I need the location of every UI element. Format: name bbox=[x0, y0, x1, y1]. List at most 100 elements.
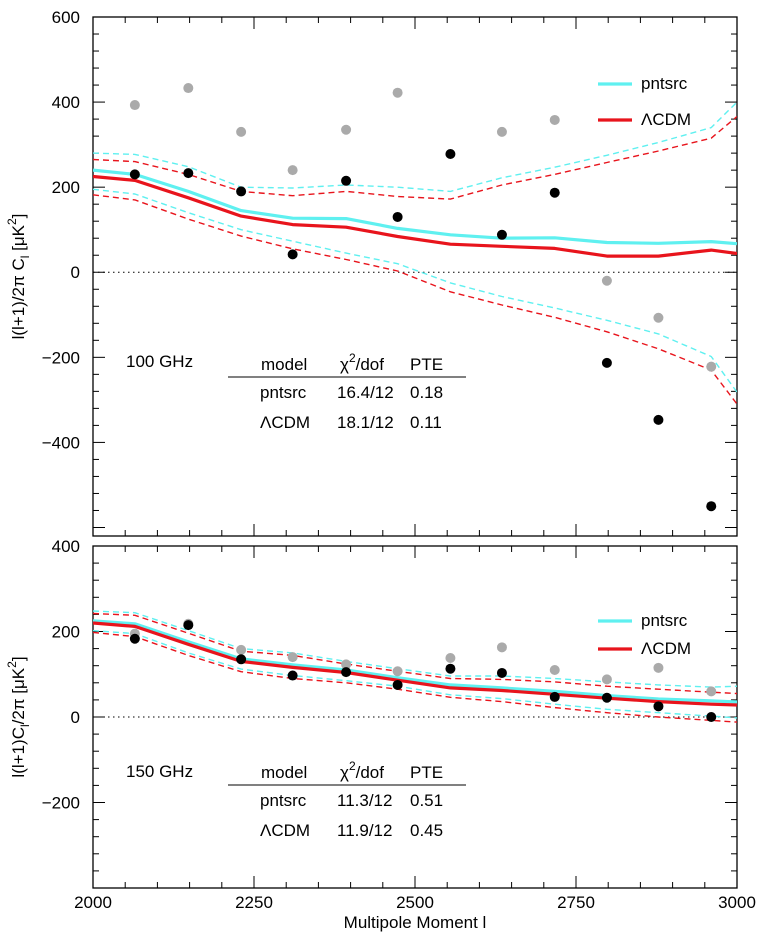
data-point-gray bbox=[287, 652, 298, 663]
y-axis-label-main: l(l+1)C bbox=[9, 727, 28, 778]
table-header-chi: χ2/dof bbox=[340, 759, 384, 782]
plot-frame bbox=[92, 16, 738, 537]
data-point-gray bbox=[496, 642, 507, 653]
data-point-black bbox=[496, 229, 507, 240]
series-line-CDM bbox=[93, 174, 737, 258]
data-point-gray bbox=[549, 664, 560, 675]
data-point-gray bbox=[341, 124, 352, 135]
y-tick-label: 200 bbox=[52, 623, 80, 642]
legend-label: ΛCDM bbox=[641, 110, 691, 129]
table-header-dof: /dof bbox=[356, 763, 385, 782]
table-row-chi2: 16.4/12 bbox=[337, 383, 394, 402]
data-point-black bbox=[445, 148, 456, 159]
data-point-black bbox=[236, 654, 247, 665]
data-point-gray bbox=[601, 275, 612, 286]
data-point-gray bbox=[653, 662, 664, 673]
y-axis-label-close: ] bbox=[9, 214, 28, 219]
table-header-model: model bbox=[261, 355, 307, 374]
data-point-gray bbox=[653, 312, 664, 323]
table-header-chi-sup: 2 bbox=[349, 759, 356, 773]
series-line-CDM bbox=[93, 621, 737, 707]
table-row-pte: 0.11 bbox=[410, 413, 442, 432]
table-header-chi-sup: 2 bbox=[349, 351, 356, 365]
data-point-black bbox=[653, 701, 664, 712]
data-point-black bbox=[392, 211, 403, 222]
data-point-gray bbox=[236, 126, 247, 137]
y-tick-label: 0 bbox=[71, 708, 80, 727]
series-line-CDMupper-dashed bbox=[93, 612, 737, 695]
y-axis-label: l(l+1)/2π Cl [μK2] bbox=[5, 214, 32, 340]
data-point-black bbox=[183, 620, 194, 631]
y-axis-label-sub: l bbox=[18, 256, 32, 259]
table-row-model: pntsrc bbox=[260, 791, 307, 810]
y-axis-label: l(l+1)Cl/2π [μK2] bbox=[5, 656, 32, 777]
series-line-pntsrclower-dashed bbox=[93, 188, 737, 393]
panel-top: −400 −200 0 200 400 600 pntsrc ΛCDM 100 GHz model… bbox=[5, 8, 738, 537]
legend-label: pntsrc bbox=[641, 74, 688, 93]
legend-label: ΛCDM bbox=[641, 639, 691, 658]
data-point-black bbox=[601, 692, 612, 703]
y-axis-label-sub: l bbox=[18, 724, 32, 727]
y-axis-label-close: ] bbox=[9, 656, 28, 661]
y-axis-label-unit: /2π [μK bbox=[9, 667, 28, 724]
table-header-pte: PTE bbox=[410, 355, 443, 374]
data-point-black bbox=[183, 168, 194, 179]
series-line-pntsrc bbox=[93, 619, 737, 704]
y-tick-label: −200 bbox=[42, 348, 80, 367]
data-point-gray bbox=[392, 87, 403, 98]
table-row-pte: 0.45 bbox=[410, 821, 443, 840]
y-axis-label-unit: [μK bbox=[9, 224, 28, 255]
table-header-chi: χ2/dof bbox=[340, 351, 384, 374]
series-line-CDMlower-dashed bbox=[93, 631, 737, 723]
x-tick-label: 2000 bbox=[74, 893, 112, 912]
data-point-gray bbox=[706, 686, 717, 697]
data-point-black bbox=[236, 186, 247, 197]
data-point-gray bbox=[236, 644, 247, 655]
y-tick-label: 600 bbox=[52, 8, 80, 27]
y-axis-label-main: l(l+1)/2π C bbox=[9, 258, 28, 339]
table-header-pte: PTE bbox=[410, 763, 443, 782]
data-point-gray bbox=[287, 165, 298, 176]
data-point-black bbox=[549, 691, 560, 702]
series-line-pntsrclower-dashed bbox=[93, 629, 737, 719]
table-row-chi2: 11.9/12 bbox=[337, 821, 392, 840]
data-point-black bbox=[129, 169, 140, 180]
y-tick-label: 0 bbox=[71, 263, 80, 282]
series-line-pntsrcupper-dashed bbox=[93, 610, 737, 688]
data-point-gray bbox=[392, 666, 403, 677]
table-header-model: model bbox=[261, 763, 307, 782]
table-row-chi2: 18.1/12 bbox=[337, 413, 394, 432]
table-row-pte: 0.51 bbox=[410, 791, 443, 810]
data-point-gray bbox=[549, 114, 560, 125]
data-point-gray bbox=[496, 126, 507, 137]
data-point-black bbox=[287, 670, 298, 681]
series-line-CDMlower-dashed bbox=[93, 194, 737, 405]
y-tick-label: 400 bbox=[52, 93, 80, 112]
table-header-dof: /dof bbox=[356, 355, 385, 374]
data-point-black bbox=[706, 501, 717, 512]
x-tick-label: 2750 bbox=[557, 893, 595, 912]
data-point-black bbox=[341, 667, 352, 678]
data-point-gray bbox=[601, 674, 612, 685]
data-point-black bbox=[496, 667, 507, 678]
x-tick-label: 3000 bbox=[718, 893, 756, 912]
table-row-model: pntsrc bbox=[260, 383, 307, 402]
data-point-black bbox=[706, 712, 717, 722]
data-point-gray bbox=[706, 361, 717, 372]
y-tick-label: 400 bbox=[52, 537, 80, 556]
data-point-black bbox=[287, 249, 298, 260]
table-row-chi2: 11.3/12 bbox=[337, 791, 392, 810]
y-axis-label-sup: 2 bbox=[5, 218, 19, 225]
series-line-pntsrc bbox=[93, 168, 737, 246]
y-tick-label: −200 bbox=[42, 794, 80, 813]
data-point-gray bbox=[183, 83, 194, 94]
panel-annotation: 150 GHz bbox=[126, 762, 193, 781]
plot-area bbox=[93, 83, 737, 512]
data-point-black bbox=[601, 357, 612, 368]
data-point-gray bbox=[129, 100, 140, 111]
data-point-black bbox=[549, 187, 560, 198]
panel-annotation: 100 GHz bbox=[126, 352, 193, 371]
data-point-black bbox=[392, 679, 403, 690]
